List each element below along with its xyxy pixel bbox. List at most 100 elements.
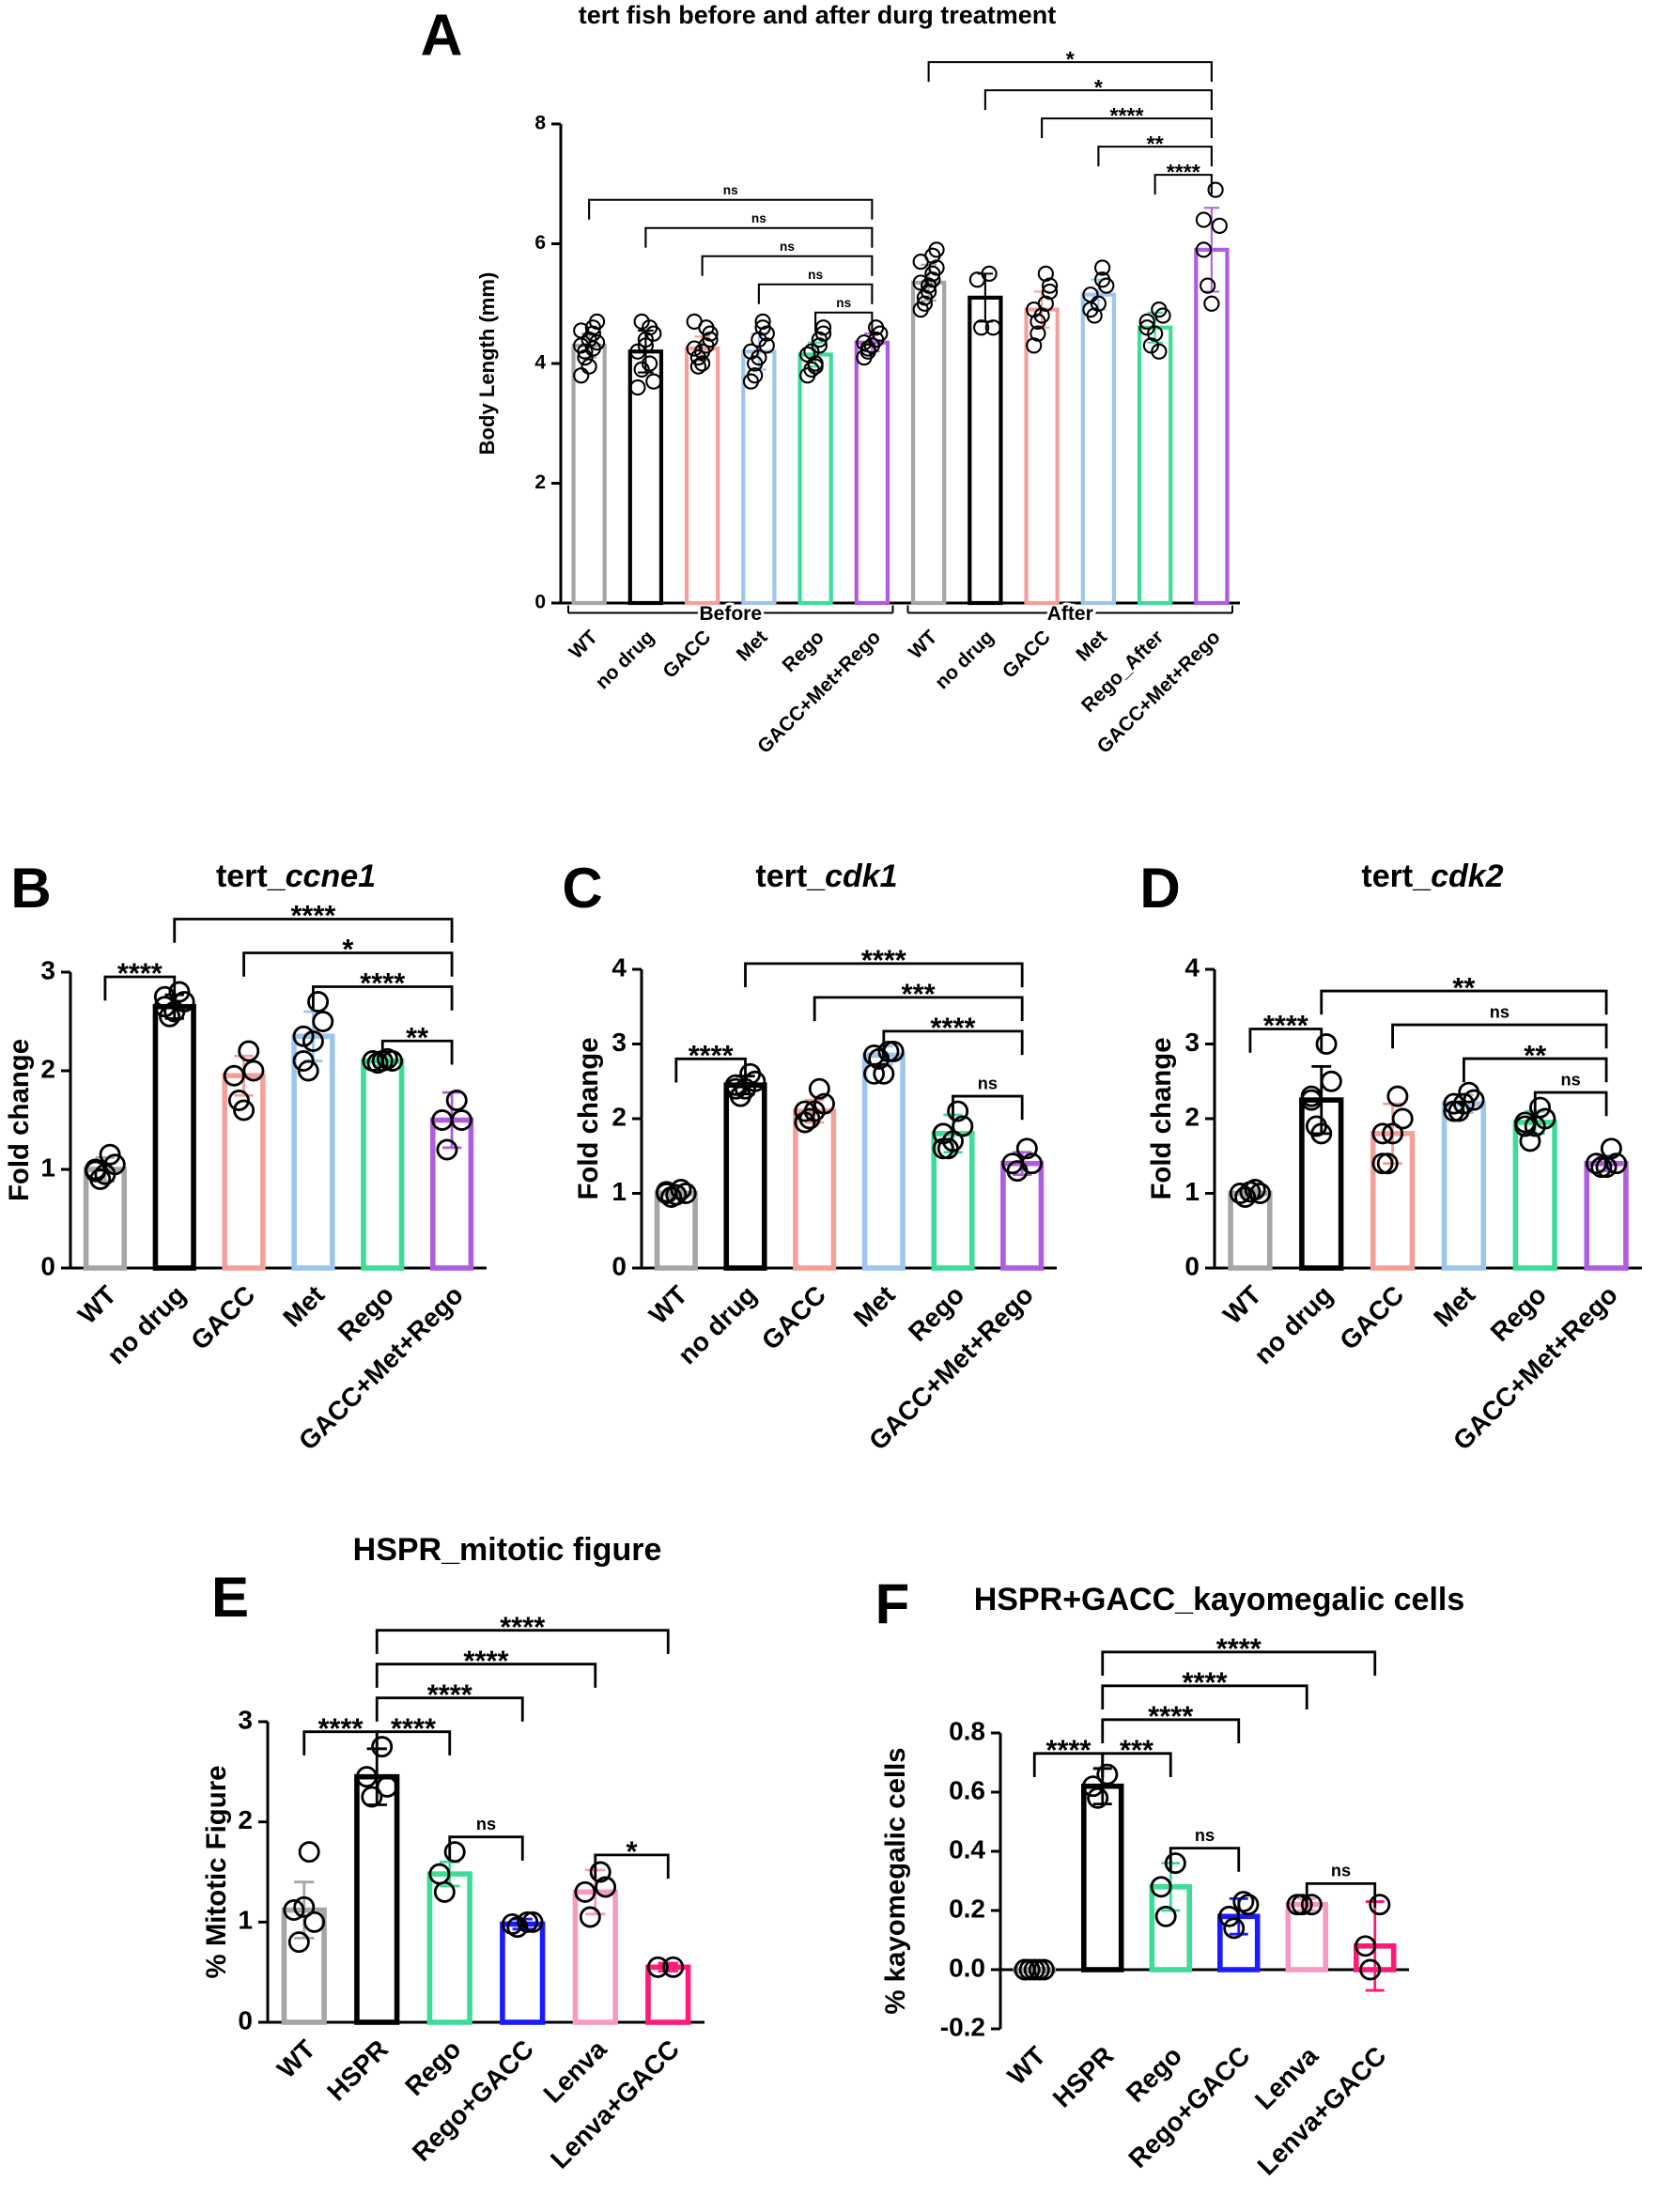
y-tick-label: 0.2: [949, 1894, 985, 1923]
y-tick-label: 4: [612, 952, 627, 982]
significance-bracket: [1169, 1847, 1241, 1872]
chart-title: tert_ccne1: [216, 859, 376, 894]
significance-bracket: [380, 1039, 454, 1065]
significance-label: ns: [1490, 1002, 1509, 1021]
data-point: [856, 349, 873, 366]
chart-title: tert fish before and after durg treatmen…: [579, 1, 1057, 29]
data-point: [873, 1062, 895, 1085]
data-point: [1369, 1894, 1391, 1916]
data-point: [1150, 1876, 1172, 1898]
y-axis-label: Fold change: [4, 1039, 35, 1201]
x-tick-label: Rego: [399, 2034, 466, 2101]
data-point: [1151, 343, 1168, 360]
significance-bracket: [375, 1696, 524, 1722]
x-tick-label: Rego: [903, 1280, 969, 1347]
data-point: [952, 1115, 974, 1137]
data-point: [629, 379, 646, 396]
data-point: [981, 265, 998, 282]
bar: [361, 1058, 405, 1271]
chart-title: tert_cdk2: [1361, 859, 1503, 894]
data-point: [973, 319, 990, 336]
data-point: [445, 1090, 468, 1111]
bar: [861, 1052, 906, 1271]
data-point: [584, 340, 601, 357]
data-point: [163, 1000, 186, 1023]
significance-label: ns: [723, 183, 738, 197]
x-tick-label: no drug: [931, 626, 999, 694]
data-point: [645, 373, 662, 390]
y-axis-label: % Mitotic Figure: [201, 1766, 232, 1979]
data-point: [803, 343, 820, 360]
significance-label: ****: [1167, 160, 1200, 184]
x-tick-label: GACC: [185, 1280, 260, 1355]
data-point: [1595, 1156, 1618, 1179]
data-point: [1096, 1763, 1119, 1786]
data-point: [758, 337, 775, 354]
x-tick-label: WT: [643, 1280, 693, 1330]
significance-bracket: [814, 311, 874, 333]
significance-label: ****: [1216, 1632, 1262, 1665]
significance-bracket: [1153, 174, 1213, 195]
title-text: tert fish before and after durg treatmen…: [579, 1, 1057, 29]
data-point: [443, 1841, 466, 1864]
chart-title: tert_cdk1: [755, 859, 897, 894]
data-point: [1605, 1152, 1628, 1175]
title-text: HSPR_mitotic figure: [353, 1532, 662, 1568]
y-tick-label: 1: [612, 1177, 627, 1206]
data-point: [1223, 1917, 1246, 1940]
data-point: [361, 1786, 383, 1808]
significance-bracket: [882, 1029, 1024, 1056]
data-point: [238, 1040, 260, 1062]
significance-bracket: [1101, 1718, 1241, 1743]
x-tick-label: no drug: [592, 626, 659, 694]
significance-bracket: [674, 1057, 747, 1083]
data-point: [371, 1736, 394, 1758]
significance-label: ns: [978, 1074, 998, 1092]
significance-bracket: [757, 283, 874, 304]
x-tick-label: Rego: [778, 626, 828, 676]
data-point: [1087, 1787, 1109, 1809]
data-point: [1037, 295, 1054, 312]
y-tick-label: 0: [238, 2005, 253, 2034]
x-tick-label: WT: [1001, 2041, 1051, 2091]
y-tick-label: 3: [40, 955, 55, 984]
bar: [797, 352, 833, 606]
significance-bracket: [312, 985, 454, 1011]
data-point: [637, 337, 654, 354]
significance-label: ns: [1561, 1070, 1581, 1089]
bar: [741, 349, 777, 606]
data-point: [233, 1099, 255, 1121]
data-point: [1315, 1033, 1338, 1055]
significance-bracket: [1101, 1752, 1172, 1777]
data-point: [633, 313, 650, 330]
significance-label: ****: [391, 1711, 436, 1744]
significance-bracket: [1097, 146, 1213, 167]
significance-label: ***: [1120, 1734, 1153, 1767]
data-point: [646, 1956, 669, 1978]
data-point: [589, 1861, 612, 1883]
data-point: [573, 322, 590, 339]
significance-label: ns: [1195, 1826, 1215, 1845]
data-point: [581, 358, 597, 375]
significance-label: ***: [902, 978, 936, 1011]
data-point: [1519, 1130, 1541, 1152]
data-point: [579, 1906, 601, 1928]
significance-bracket: [1248, 1028, 1324, 1053]
significance-label: ****: [318, 1711, 364, 1744]
bar: [1441, 1101, 1487, 1271]
y-tick-label: 2: [534, 472, 546, 493]
data-point: [1371, 1152, 1394, 1175]
data-point: [947, 1100, 969, 1122]
data-point: [1443, 1100, 1465, 1122]
x-tick-label: no drug: [101, 1280, 192, 1370]
data-point: [1300, 1085, 1323, 1107]
data-point: [686, 340, 703, 357]
data-point: [1386, 1085, 1409, 1107]
significance-bracket: [927, 61, 1213, 83]
data-point: [1093, 259, 1111, 276]
data-point: [1211, 217, 1228, 234]
chart-title: HSPR_mitotic figure: [353, 1532, 662, 1568]
data-point: [287, 1931, 310, 1954]
data-point: [1291, 1894, 1313, 1916]
